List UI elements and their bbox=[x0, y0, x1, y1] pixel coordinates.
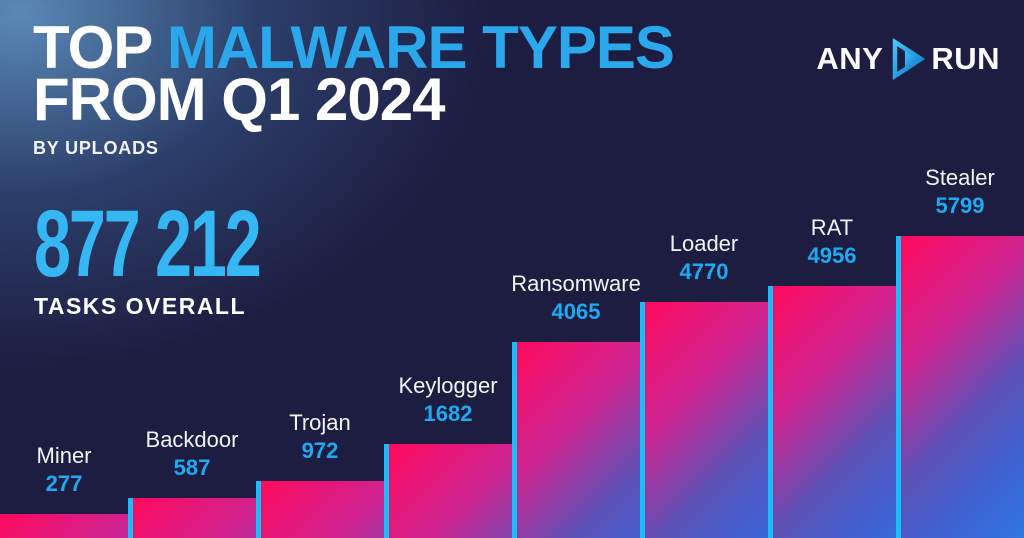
logo-text-run: RUN bbox=[931, 41, 1000, 76]
bar-label: Keylogger 1682 bbox=[398, 373, 497, 426]
bar-value: 972 bbox=[301, 438, 339, 463]
bar-category-name: Loader bbox=[669, 231, 739, 256]
bar bbox=[896, 236, 1024, 538]
bar-label: Trojan 972 bbox=[289, 410, 351, 463]
bar-category-name: Miner bbox=[36, 443, 92, 468]
bar-label: Miner 277 bbox=[36, 443, 91, 496]
bar-value: 277 bbox=[45, 471, 83, 496]
header: TOP MALWARE TYPES FROM Q1 2024 BY UPLOADS bbox=[33, 18, 675, 159]
bar-label: Stealer 5799 bbox=[925, 165, 995, 218]
bar-group-loader: Loader 4770 bbox=[640, 0, 768, 538]
anyrun-logo: ANY RUN bbox=[816, 36, 1000, 82]
page-title: TOP MALWARE TYPES FROM Q1 2024 bbox=[33, 18, 675, 133]
title-accent-text: MALWARE TYPES bbox=[166, 14, 675, 81]
bar bbox=[512, 342, 640, 538]
bar-value: 5799 bbox=[935, 193, 985, 218]
bar-group-miner: Miner 277 bbox=[0, 0, 128, 538]
bar bbox=[128, 498, 256, 538]
logo-text-any: ANY bbox=[816, 41, 884, 76]
bar-category-name: Stealer bbox=[925, 165, 995, 190]
bar bbox=[640, 302, 768, 538]
bar-label: Ransomware 4065 bbox=[511, 271, 641, 324]
bar bbox=[256, 481, 384, 538]
play-icon bbox=[893, 37, 926, 81]
bar-group-trojan: Trojan 972 bbox=[256, 0, 384, 538]
title-line-2: FROM Q1 2024 bbox=[33, 66, 445, 133]
title-word-top: TOP bbox=[33, 14, 167, 81]
total-count-label: TASKS OVERALL bbox=[34, 293, 247, 319]
bar-category-name: Trojan bbox=[289, 410, 351, 435]
bar-category-name: Ransomware bbox=[511, 271, 641, 296]
subtitle-by-uploads: BY UPLOADS bbox=[33, 138, 159, 158]
bar bbox=[0, 514, 128, 538]
bar-group-ransomware: Ransomware 4065 bbox=[511, 0, 641, 538]
bar bbox=[384, 444, 512, 538]
bar-label: Loader 4770 bbox=[670, 231, 739, 284]
bar-category-name: Keylogger bbox=[398, 373, 498, 398]
bar-group-backdoor: Backdoor 587 bbox=[128, 0, 256, 538]
total-stats: 877 212 TASKS OVERALL bbox=[34, 191, 356, 320]
bar-label: Backdoor 587 bbox=[146, 427, 239, 480]
bar-category-name: RAT bbox=[810, 215, 854, 240]
bar-group-keylogger: Keylogger 1682 bbox=[384, 0, 512, 538]
bar-group-stealer: Stealer 5799 bbox=[896, 0, 1024, 538]
bar-label: RAT 4956 bbox=[808, 215, 857, 268]
bar-group-rat: RAT 4956 bbox=[768, 0, 896, 538]
bar-value: 1682 bbox=[423, 401, 473, 426]
bar bbox=[768, 286, 896, 538]
bar-category-name: Backdoor bbox=[145, 427, 239, 452]
bar-value: 4770 bbox=[679, 259, 729, 284]
total-count: 877 212 bbox=[34, 191, 262, 297]
bar-value: 4065 bbox=[551, 299, 601, 324]
bar-value: 4956 bbox=[807, 243, 857, 268]
bar-value: 587 bbox=[173, 455, 211, 480]
